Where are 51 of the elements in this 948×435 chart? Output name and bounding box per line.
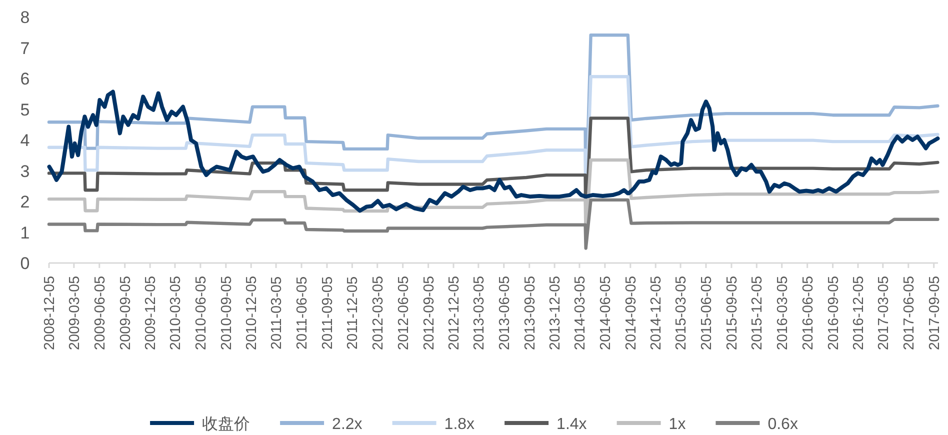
y-tick-label: 4 (20, 131, 30, 150)
x-tick-label: 2015-03-05 (674, 276, 690, 350)
x-tick-label: 2010-09-05 (218, 276, 235, 350)
y-tick-label: 8 (20, 8, 30, 27)
x-tick-label: 2011-12-05 (345, 276, 362, 350)
x-tick-label: 2015-06-05 (698, 276, 715, 350)
x-tick-label: 2013-09-05 (522, 276, 538, 350)
y-tick-label: 5 (20, 100, 30, 120)
legend-label: 收盘价 (202, 416, 250, 433)
x-tick-label: 2012-03-05 (370, 276, 386, 350)
y-tick-label: 0 (20, 254, 30, 273)
y-tick-label: 7 (20, 38, 30, 58)
x-tick-label: 2012-06-05 (396, 276, 412, 350)
x-tick-label: 2013-06-05 (496, 276, 513, 350)
y-tick-label: 1 (20, 223, 30, 242)
x-tick-label: 2014-03-05 (572, 276, 588, 350)
x-tick-label: 2016-12-05 (850, 276, 867, 350)
x-tick-label: 2016-06-05 (800, 276, 816, 350)
y-tick-label: 6 (20, 70, 30, 88)
x-tick-label: 2009-06-05 (92, 276, 108, 350)
legend-label: 0.6x (768, 416, 798, 433)
x-tick-label: 2016-09-05 (826, 276, 842, 350)
x-tick-label: 2014-06-05 (598, 276, 614, 350)
x-tick-label: 2014-09-05 (623, 276, 640, 350)
x-tick-label: 2013-03-05 (471, 276, 488, 350)
x-tick-label: 2010-12-05 (244, 276, 260, 350)
x-tick-label: 2010-06-05 (193, 276, 210, 350)
y-tick-label: 3 (20, 162, 30, 181)
x-tick-label: 2014-12-05 (648, 276, 665, 350)
legend-label: 1x (668, 416, 686, 433)
x-tick-label: 2008-12-05 (42, 276, 58, 350)
x-tick-label: 2009-09-05 (118, 276, 134, 350)
x-tick-label: 2012-12-05 (446, 276, 462, 350)
legend-label: 1.4x (556, 416, 587, 433)
x-tick-label: 2015-09-05 (724, 276, 740, 350)
x-tick-label: 2011-06-05 (294, 276, 310, 350)
x-tick-label: 2016-03-05 (774, 276, 791, 350)
legend-label: 1.8x (444, 416, 475, 433)
x-tick-label: 2012-09-05 (421, 276, 438, 350)
x-tick-label: 2017-03-05 (876, 276, 892, 350)
x-tick-label: 2013-12-05 (548, 276, 564, 350)
x-tick-label: 2009-03-05 (66, 276, 83, 350)
y-tick-label: 2 (20, 192, 30, 212)
x-tick-label: 2011-09-05 (320, 276, 336, 350)
x-tick-label: 2011-03-05 (269, 276, 286, 350)
x-tick-label: 2010-03-05 (168, 276, 184, 350)
x-tick-label: 2015-12-05 (750, 276, 766, 350)
x-tick-label: 2017-06-05 (901, 276, 918, 350)
x-tick-label: 2009-12-05 (143, 276, 160, 350)
legend-label: 2.2x (332, 416, 362, 433)
x-tick-label: 2017-09-05 (926, 276, 943, 350)
